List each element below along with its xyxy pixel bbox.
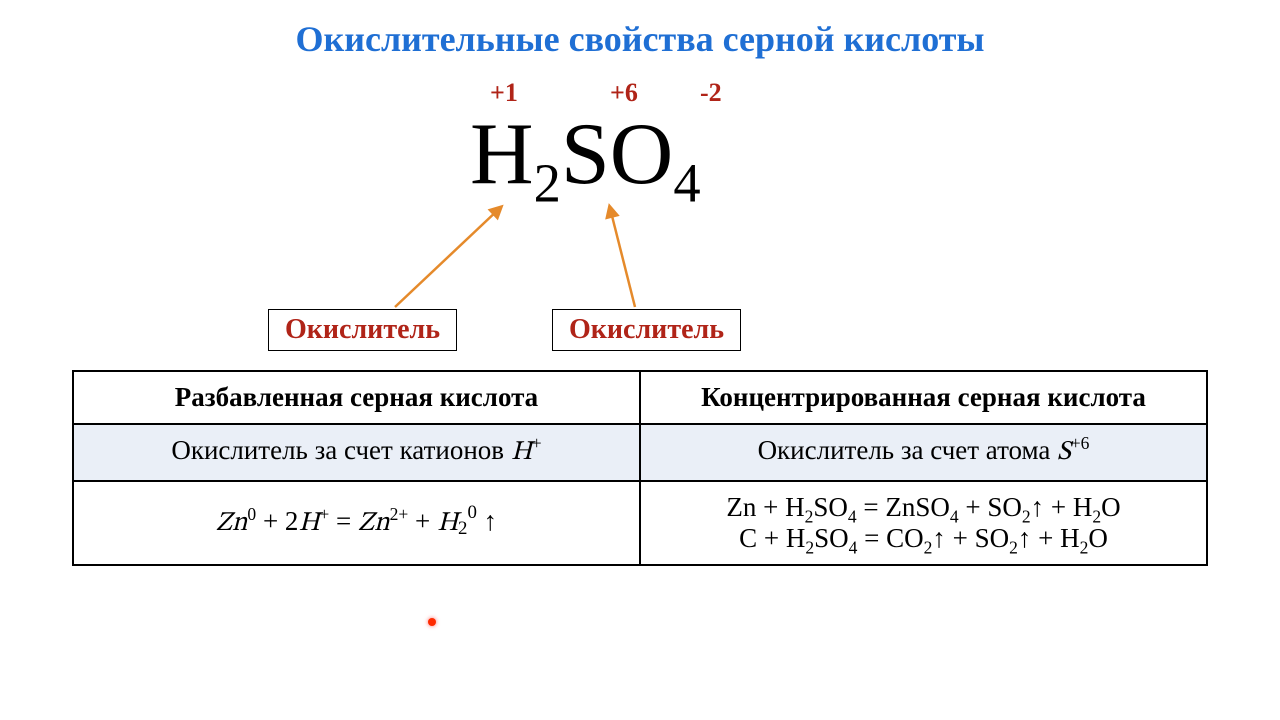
cell-dilute-desc: Окислитель за счет катионов H+ [73,424,640,481]
table-row: Окислитель за счет катионов H+ Окислител… [73,424,1207,481]
oxstate-o: -2 [700,78,722,108]
atom-h: H2 [470,106,561,203]
comparison-table: Разбавленная серная кислота Концентриров… [72,370,1208,566]
comparison-table-container: Разбавленная серная кислота Концентриров… [0,370,1280,566]
label-oxidizer-left: Окислитель [268,309,457,351]
table-header-row: Разбавленная серная кислота Концентриров… [73,371,1207,424]
arrow-to-s [610,208,635,307]
chemical-formula: H2SO4 [470,104,701,205]
cursor-dot-icon [428,618,436,626]
cell-conc-eq: Zn + H2SO4 = ZnSO4 + SO2↑ + H2OC + H2SO4… [640,481,1207,565]
cell-dilute-eq: Zn0 + 2H+ = Zn2+ + H20 ↑ [73,481,640,565]
cell-conc-desc: Окислитель за счет атома S+6 [640,424,1207,481]
page-title: Окислительные свойства серной кислоты [0,0,1280,60]
formula-diagram: +1 +6 -2 H2SO4 Окислитель Окислитель [0,60,1280,370]
atom-o: O4 [610,106,701,203]
arrow-to-h [395,208,500,307]
col-header-concentrated: Концентрированная серная кислота [640,371,1207,424]
col-header-dilute: Разбавленная серная кислота [73,371,640,424]
label-oxidizer-right: Окислитель [552,309,741,351]
table-row: Zn0 + 2H+ = Zn2+ + H20 ↑ Zn + H2SO4 = Zn… [73,481,1207,565]
atom-s: S [561,106,610,203]
